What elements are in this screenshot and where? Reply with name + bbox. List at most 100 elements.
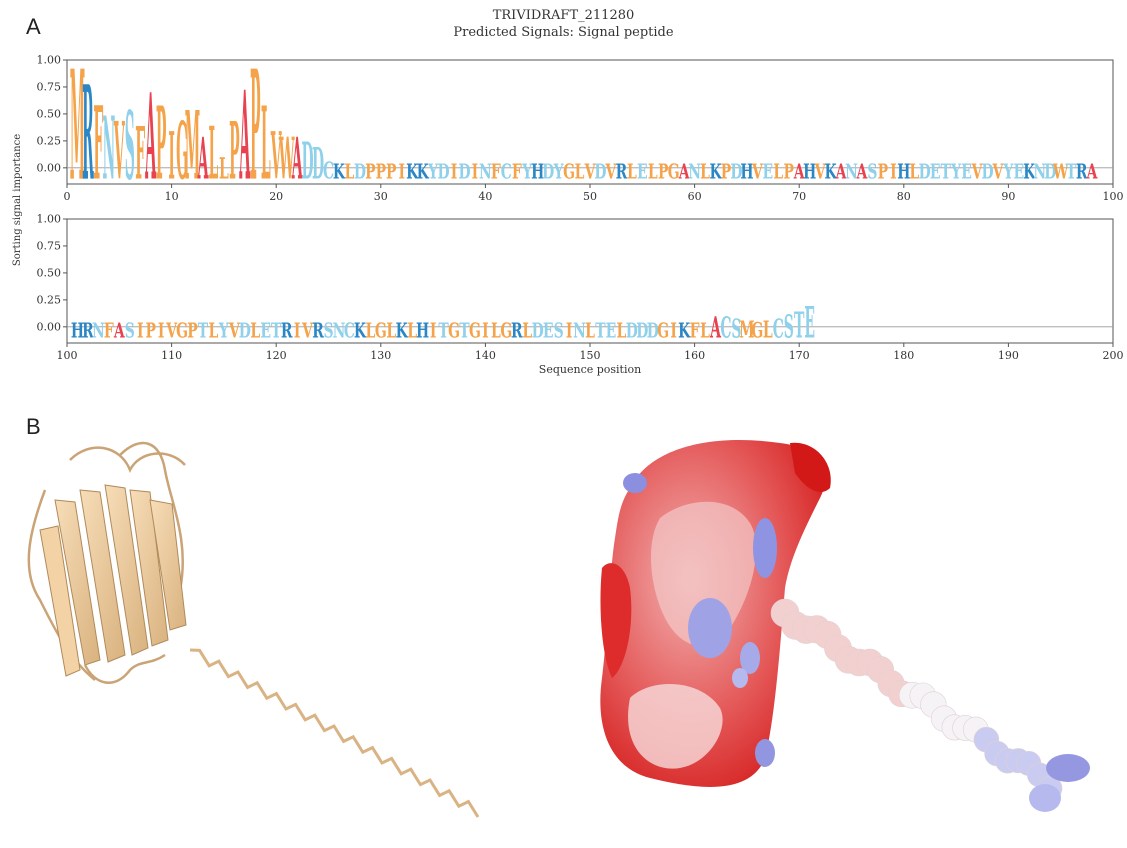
logo-letter: E — [637, 161, 648, 184]
logo-letter: A — [678, 161, 690, 184]
logo-letter: D — [919, 161, 931, 184]
logo-letter: D — [981, 161, 993, 184]
logo-letter: L — [575, 161, 585, 184]
surface-tail — [770, 598, 1090, 812]
logo-letter: C — [323, 158, 334, 185]
logo-letter: P — [250, 38, 260, 215]
logo-letter: W — [1052, 161, 1069, 184]
y-axis-label: Sorting signal importance — [12, 134, 23, 266]
y-tick-label: 1.00 — [37, 213, 62, 226]
logo-letter: P — [721, 161, 731, 184]
logo-letter: E — [543, 320, 554, 343]
logo-letter: N — [333, 320, 346, 343]
logo-letter: I — [482, 320, 489, 343]
ribbon-structure — [27, 441, 480, 818]
logo-letter: I — [158, 320, 165, 343]
positive-patch — [755, 739, 775, 767]
logo-letter: G — [668, 161, 680, 184]
logo-letter: V — [992, 161, 1004, 184]
logo-letter: K — [354, 320, 367, 343]
logo-letter: A — [145, 68, 156, 207]
logo-plot-top: 1.00 0.75 0.50 0.25 0.00 0 10 20 30 40 50 60 70 80 90 1… — [37, 38, 1124, 215]
logo-letter: L — [763, 317, 773, 344]
positive-patch — [732, 668, 748, 688]
logo-letter: L — [250, 320, 260, 343]
positive-patch — [688, 598, 732, 658]
logo-letter: S — [784, 308, 794, 346]
beta-strand — [54, 499, 101, 666]
logo-letter: H — [740, 161, 753, 184]
logo-letter: G — [176, 106, 188, 198]
logo-letter: S — [867, 161, 877, 184]
surface-highlight — [650, 501, 757, 647]
logo-letter: N — [92, 320, 105, 343]
loop — [83, 653, 166, 684]
logo-letter: L — [219, 153, 229, 186]
logo-letter: D — [626, 320, 638, 343]
beta-strand — [104, 484, 149, 656]
y-tick-label: 0.25 — [37, 293, 62, 306]
logo-letter: L — [522, 320, 532, 343]
logo-letter: M — [70, 38, 85, 215]
logo-letter: E — [961, 161, 972, 184]
surface-highlight — [628, 684, 723, 769]
logo-letter: R — [312, 320, 324, 343]
logo-letter: I — [472, 161, 479, 184]
logo-letter: P — [783, 161, 793, 184]
logo-letter: R — [616, 161, 628, 184]
logo-letter: H — [531, 161, 544, 184]
positive-patch — [753, 518, 777, 578]
logo-letter: P — [145, 320, 155, 343]
x-tick-label: 10 — [165, 190, 179, 203]
logo-letter: V — [301, 320, 313, 343]
surface-bead — [1046, 754, 1090, 782]
disordered-tail — [189, 648, 480, 818]
logo-letter: E — [260, 320, 271, 343]
logo-letter: D — [636, 320, 648, 343]
logo-letter: A — [856, 161, 868, 184]
x-tick-label: 60 — [688, 190, 702, 203]
logo-letter: R — [511, 320, 523, 343]
y-tick-label: 0.75 — [37, 80, 62, 93]
logo-letter: N — [1033, 161, 1046, 184]
logo-letter: E — [763, 161, 774, 184]
logo-letter: R — [82, 58, 94, 210]
logo-letter: D — [542, 161, 554, 184]
logo-letter: C — [720, 312, 731, 345]
x-tick-label: 90 — [1001, 190, 1015, 203]
logo-letter: I — [890, 161, 897, 184]
logo-letter: L — [700, 320, 710, 343]
logo-letter: I — [294, 320, 301, 343]
logo-letter: Y — [427, 161, 438, 184]
logo-letter: A — [709, 312, 721, 345]
logo-letter: T — [940, 161, 950, 184]
logo-letter: L — [627, 161, 637, 184]
logo-letter: H — [416, 320, 429, 343]
logo-letter: C — [344, 320, 355, 343]
logo-letter: L — [407, 320, 417, 343]
logo-letter: T — [271, 320, 281, 343]
logo-letter: P — [156, 85, 166, 203]
logo-letter: L — [261, 85, 271, 203]
x-tick-label: 130 — [370, 349, 391, 362]
logo-letter: T — [438, 320, 448, 343]
logo-letter: R — [1076, 161, 1088, 184]
electrostatic-surface — [600, 440, 1090, 812]
logo-letter: F — [491, 161, 501, 184]
logo-letter: K — [825, 161, 838, 184]
logo-letter: D — [458, 161, 470, 184]
logo-letter: L — [345, 161, 355, 184]
logo-letter: A — [113, 320, 125, 343]
x-tick-label: 30 — [374, 190, 388, 203]
logo-letter: G — [657, 320, 669, 343]
logo-letter: I — [168, 119, 175, 195]
logo-letter: M — [185, 90, 200, 200]
logo-letter: L — [648, 161, 658, 184]
logo-letter: K — [333, 161, 346, 184]
logo-letter: N — [688, 161, 701, 184]
logo-letter: K — [406, 161, 419, 184]
logo-letter: K — [709, 161, 722, 184]
logo-letter: I — [451, 161, 458, 184]
logo-letter: R — [281, 320, 293, 343]
x-axis-label: Sequence position — [539, 363, 641, 376]
